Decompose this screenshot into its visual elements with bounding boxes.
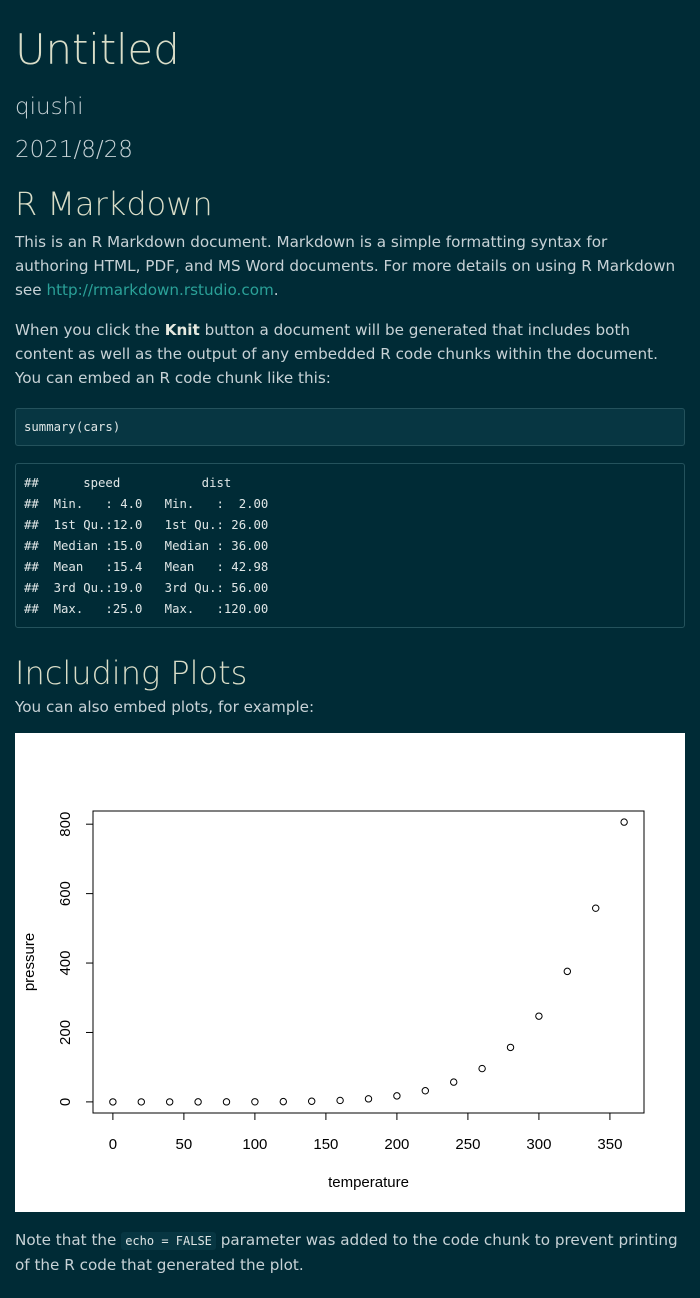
data-point [620,818,628,826]
data-point [563,967,572,976]
y-tick-label: 600 [57,881,74,906]
y-tick-label: 400 [57,951,74,976]
intro-paragraph: This is an R Markdown document. Markdown… [15,230,685,302]
data-point [478,1064,486,1073]
plot-frame [92,810,645,1114]
echo-false-code: echo = FALSE [121,1232,216,1250]
heading-including-plots: Including Plots [15,654,248,692]
data-point [364,1095,373,1103]
pressure-plot: 0 50 100 150 200 250 300 350 0 200 400 600 800 temp… [15,733,685,1212]
data-point [222,1098,231,1106]
knit-text-after: button a document will be generated that… [15,321,658,387]
x-tick-label: 0 [109,1136,117,1153]
x-tick-label: 250 [455,1136,480,1153]
document-author: qiushi [15,94,84,120]
knit-text-before: When you click the [15,321,165,339]
data-point [137,1098,145,1106]
rmarkdown-link[interactable]: http://rmarkdown.rstudio.com [46,281,274,299]
y-tick-label: 800 [57,812,74,837]
note-paragraph: Note that the echo = FALSE parameter was… [15,1228,685,1277]
pressure-scatter-chart: 0 50 100 150 200 250 300 350 0 200 400 600 800 temp… [21,810,645,1191]
y-axis-label: pressure [21,933,38,991]
data-point [279,1097,287,1106]
note-text-before: Note that the [15,1231,122,1249]
y-axis: 0 200 400 600 800 [57,812,94,1106]
heading-r-markdown: R Markdown [15,185,213,223]
data-point [165,1098,174,1106]
document-date: 2021/8/28 [15,137,133,163]
document-title: Untitled [15,25,180,74]
data-point [506,1043,515,1052]
x-tick-label: 150 [313,1136,338,1153]
y-tick-label: 200 [57,1020,74,1045]
knit-bold: Knit [164,321,200,339]
data-point [535,1012,543,1020]
x-tick-label: 200 [384,1136,409,1153]
intro-text: This is an R Markdown document. Markdown… [15,233,676,299]
x-axis-label: temperature [328,1174,409,1191]
data-point [421,1087,430,1095]
data-point [307,1097,316,1105]
data-point [592,904,600,912]
data-point [251,1098,259,1106]
x-tick-label: 100 [242,1136,267,1153]
x-tick-label: 50 [176,1136,193,1153]
y-tick-label: 0 [57,1098,74,1106]
x-tick-label: 300 [526,1136,551,1153]
knit-paragraph: When you click the Knit button a documen… [15,318,685,390]
data-point [450,1078,458,1086]
data-point [194,1098,202,1106]
code-chunk-output: ## speed dist ## Min. : 4.0 Min. : 2.00 … [15,463,685,628]
x-tick-label: 350 [597,1136,622,1153]
intro-end: . [273,281,279,299]
code-chunk-source: summary(cars) [15,408,685,446]
note-text-after: parameter was added to the code chunk to… [15,1231,678,1274]
data-point [393,1092,401,1100]
data-points [109,818,628,1106]
data-point [109,1098,117,1106]
x-axis: 0 50 100 150 200 250 300 350 [109,1112,622,1153]
plots-intro-text: You can also embed plots, for example: [15,698,315,716]
data-point [336,1096,344,1105]
